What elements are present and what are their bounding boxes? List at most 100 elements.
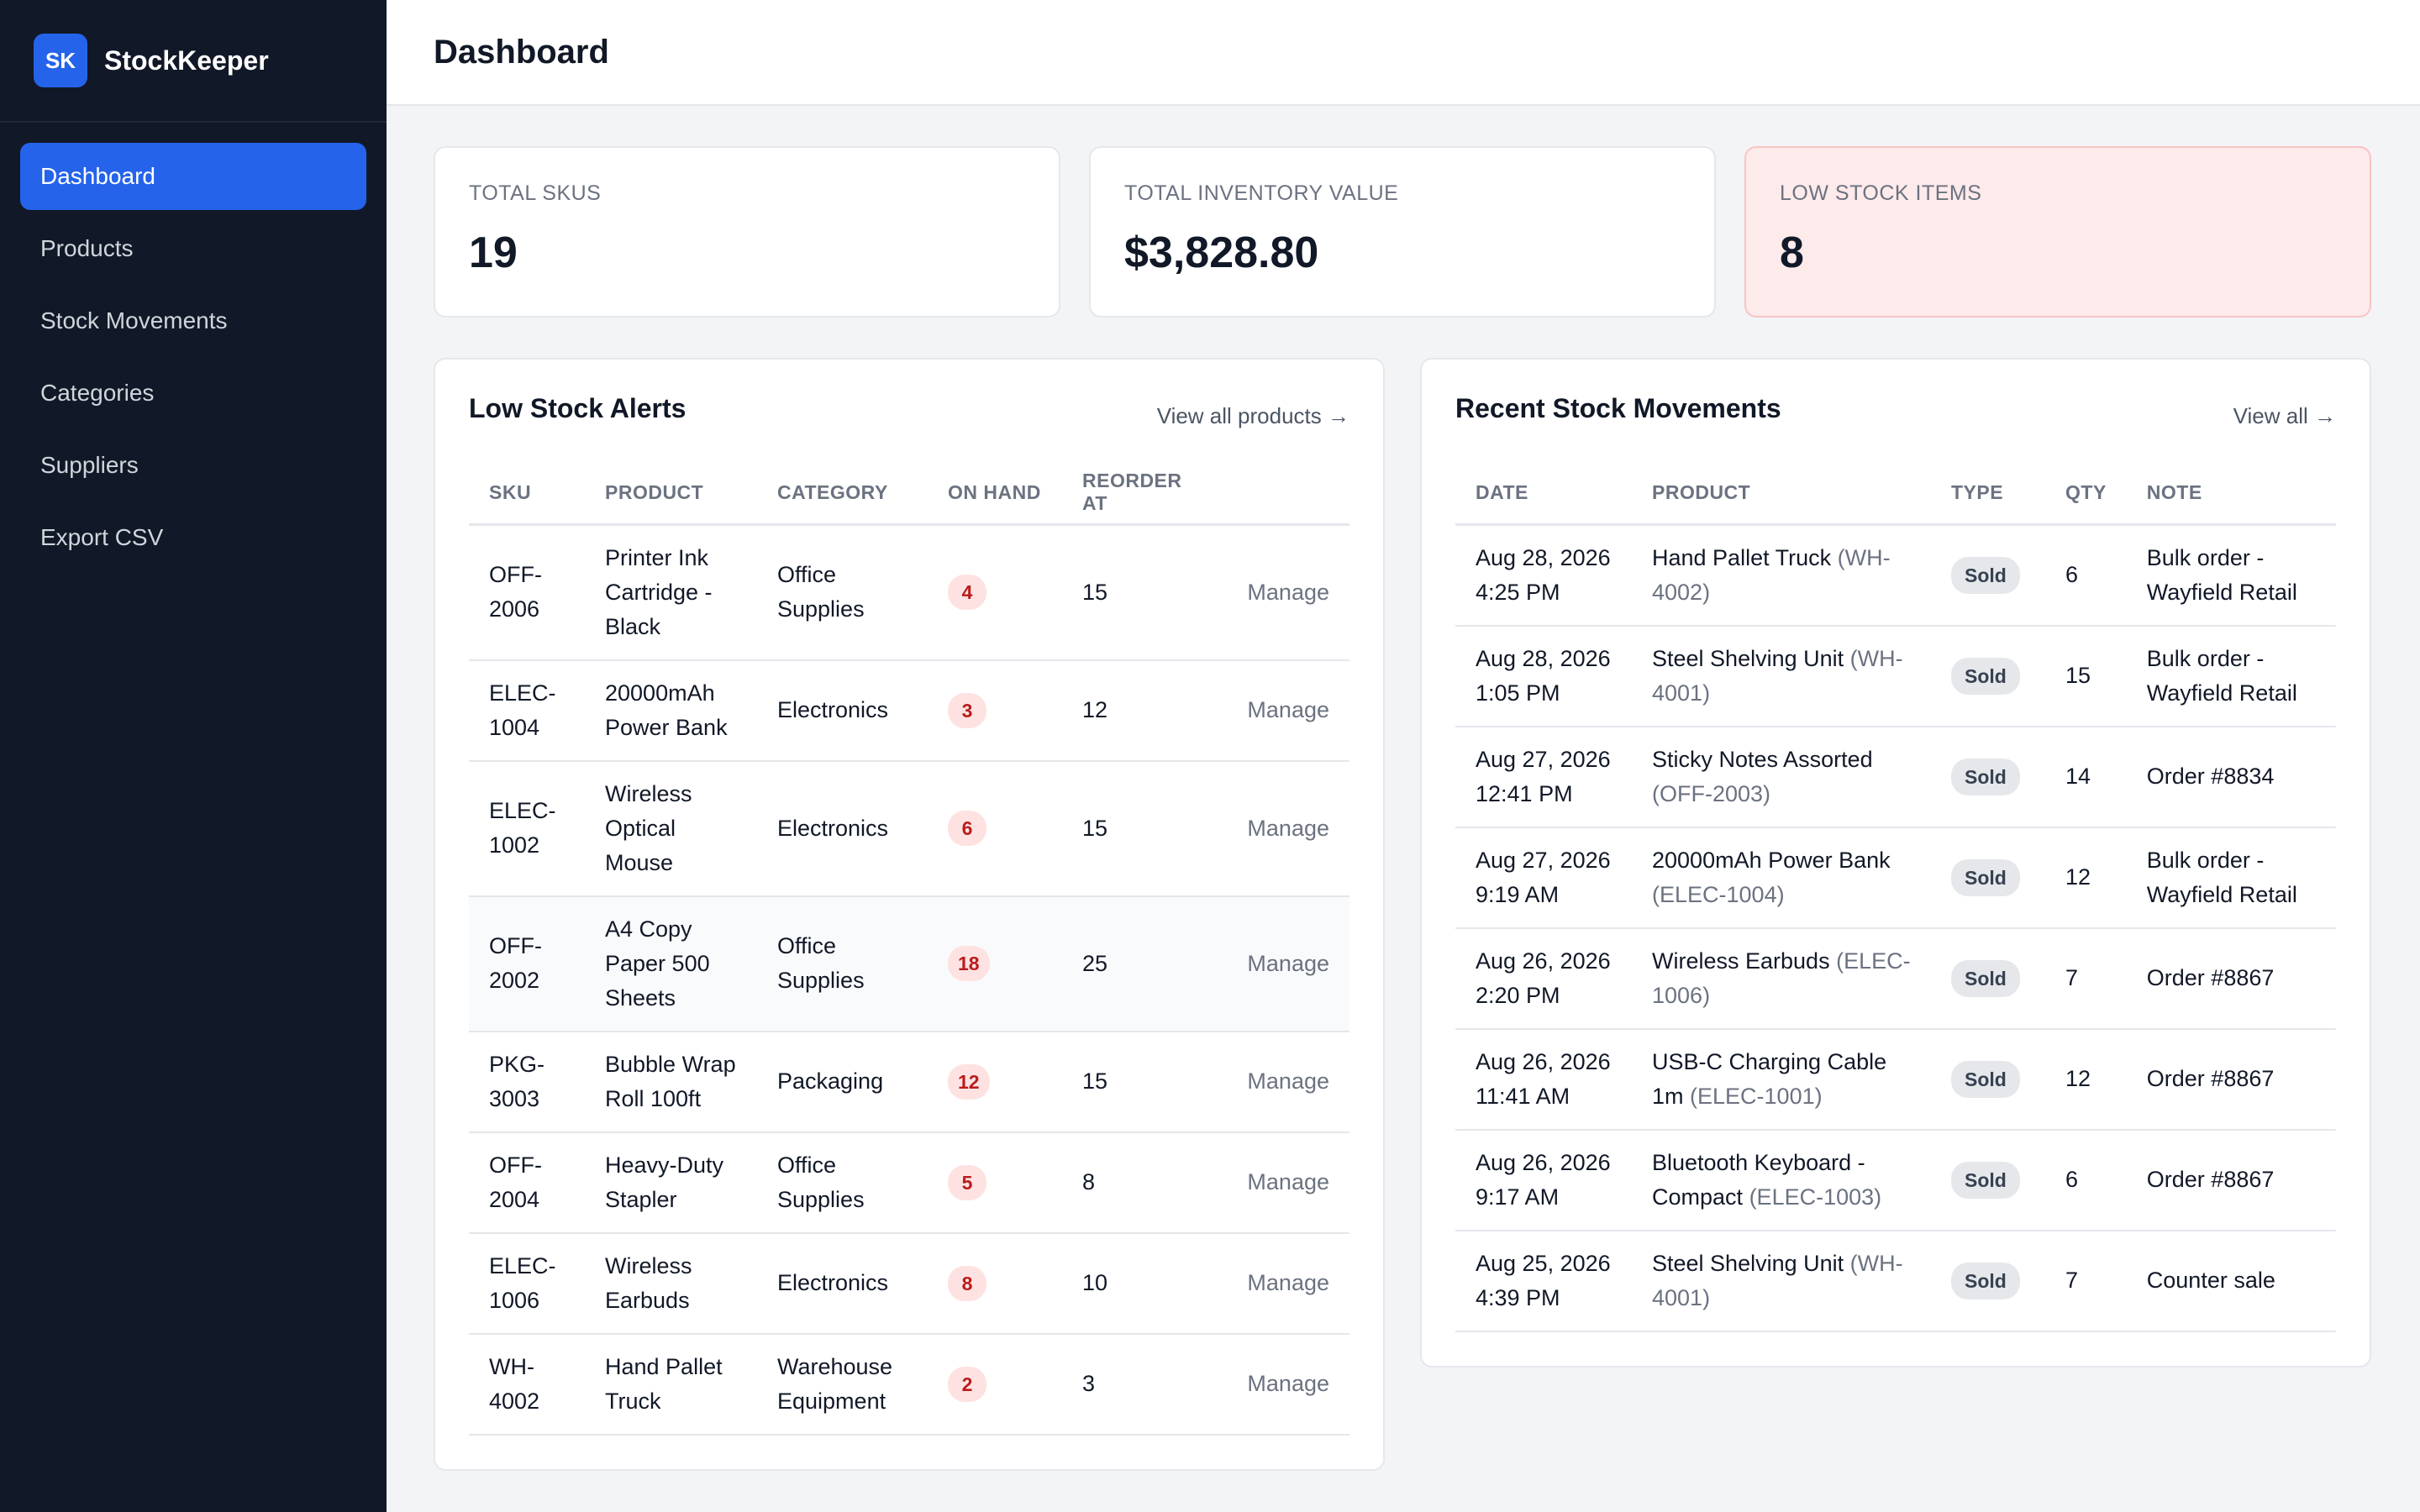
movements-panel: Recent Stock Movements View all → DATE P… (1420, 358, 2371, 1368)
on-hand-badge: 5 (948, 1164, 986, 1200)
note-cell: Bulk order - Wayfield Retail (2126, 625, 2336, 727)
product-sku: (OFF-2003) (1652, 780, 1771, 806)
sidebar-item-stock-movements[interactable]: Stock Movements (40, 307, 228, 333)
type-cell: Sold (1931, 625, 2045, 727)
brand-logo: SK (34, 34, 87, 87)
note-cell: Order #8867 (2126, 927, 2336, 1030)
view-all-products-link[interactable]: View all products → (1156, 403, 1349, 428)
product-cell: Hand Pallet Truck (WH-4002) (1632, 524, 1931, 627)
table-row: OFF-2004 Heavy-Duty Stapler Office Supplie… (469, 1131, 1349, 1234)
manage-link[interactable]: Manage (1222, 659, 1349, 762)
reorder-cell: 15 (1062, 760, 1222, 897)
stat-card-total-skus: TOTAL SKUS 19 (434, 146, 1060, 318)
manage-link[interactable]: Manage (1222, 524, 1349, 661)
on-hand-cell: 12 (928, 1031, 1062, 1133)
view-all-movements-link[interactable]: View all → (2233, 403, 2336, 428)
date-cell: Aug 26, 2026 2:20 PM (1455, 927, 1632, 1030)
sidebar-item-products[interactable]: Products (40, 235, 134, 261)
stat-value: 19 (469, 228, 518, 277)
product-cell: Wireless Earbuds (585, 1232, 757, 1335)
column-header: PRODUCT (1632, 462, 1931, 526)
sidebar-item-suppliers[interactable]: Suppliers (40, 452, 139, 478)
sidebar-item-categories[interactable]: Categories (40, 380, 155, 406)
sku-cell: PKG-3003 (469, 1031, 585, 1133)
product-cell: Steel Shelving Unit (WH-4001) (1632, 625, 1931, 727)
type-cell: Sold (1931, 1129, 2045, 1231)
manage-link[interactable]: Manage (1222, 760, 1349, 897)
category-cell: Electronics (757, 760, 928, 897)
on-hand-cell: 18 (928, 895, 1062, 1032)
product-cell: Heavy-Duty Stapler (585, 1131, 757, 1234)
sidebar-item-export-csv[interactable]: Export CSV (40, 524, 164, 550)
column-header: DATE (1455, 462, 1632, 526)
sku-cell: OFF-2002 (469, 895, 585, 1032)
qty-cell: 12 (2045, 827, 2127, 929)
table-row: Aug 26, 2026 11:41 AM USB-C Charging Cabl… (1455, 1028, 2336, 1131)
table-row: ELEC-1006 Wireless Earbuds Electronics 8 10 M… (469, 1232, 1349, 1335)
product-name: Wireless Earbuds (1652, 948, 1830, 974)
type-badge: Sold (1951, 556, 2020, 594)
qty-cell: 15 (2045, 625, 2127, 727)
stat-card-inventory-value: TOTAL INVENTORY VALUE $3,828.80 (1089, 146, 1716, 318)
topbar: Dashboard (387, 0, 2420, 106)
note-cell: Bulk order - Wayfield Retail (2126, 524, 2336, 627)
reorder-cell: 15 (1062, 1031, 1222, 1133)
product-sku: (WH-4001) (1652, 1250, 1903, 1310)
panel-header: Recent Stock Movements View all → (1455, 393, 2336, 462)
product-sku: (WH-4001) (1652, 645, 1903, 706)
manage-link[interactable]: Manage (1222, 1031, 1349, 1133)
qty-cell: 12 (2045, 1028, 2127, 1131)
qty-cell: 6 (2045, 524, 2127, 627)
type-cell: Sold (1931, 1028, 2045, 1131)
manage-link[interactable]: Manage (1222, 895, 1349, 1032)
on-hand-cell: 4 (928, 524, 1062, 661)
on-hand-badge: 6 (948, 811, 986, 846)
table-header-row: SKU PRODUCT CATEGORY ON HAND REORDER AT (469, 462, 1349, 526)
type-badge: Sold (1951, 858, 2020, 896)
stat-value: 8 (1780, 228, 1804, 277)
date-cell: Aug 27, 2026 12:41 PM (1455, 726, 1632, 828)
type-cell: Sold (1931, 1230, 2045, 1332)
product-name: Sticky Notes Assorted (1652, 746, 1873, 772)
category-cell: Office Supplies (757, 524, 928, 661)
product-name: Hand Pallet Truck (1652, 544, 1832, 570)
stats-row: TOTAL SKUS 19 TOTAL INVENTORY VALUE $3,8… (434, 146, 2371, 318)
column-header: PRODUCT (585, 462, 757, 526)
on-hand-badge: 12 (948, 1063, 990, 1100)
panel-title: Low Stock Alerts (469, 393, 687, 423)
note-cell: Order #8867 (2126, 1129, 2336, 1231)
column-header: REORDER AT (1062, 462, 1222, 526)
brand: SK StockKeeper (0, 0, 387, 123)
product-cell: 20000mAh Power Bank (585, 659, 757, 762)
column-header: SKU (469, 462, 585, 526)
table-row: OFF-2002 A4 Copy Paper 500 Sheets Office S… (469, 895, 1349, 1032)
stat-label: TOTAL INVENTORY VALUE (1124, 181, 1399, 205)
panels: Low Stock Alerts View all products → SKU… (434, 358, 2371, 1471)
manage-link[interactable]: Manage (1222, 1333, 1349, 1436)
product-cell: Hand Pallet Truck (585, 1333, 757, 1436)
manage-link[interactable]: Manage (1222, 1232, 1349, 1335)
product-cell: Wireless Optical Mouse (585, 760, 757, 897)
product-name: USB-C Charging Cable 1m (1652, 1048, 1887, 1109)
type-badge: Sold (1951, 959, 2020, 997)
on-hand-badge: 18 (948, 946, 990, 981)
sku-cell: ELEC-1006 (469, 1232, 585, 1335)
sku-cell: OFF-2006 (469, 524, 585, 661)
note-cell: Order #8834 (2126, 726, 2336, 828)
date-cell: Aug 28, 2026 1:05 PM (1455, 625, 1632, 727)
on-hand-cell: 6 (928, 760, 1062, 897)
stat-label: LOW STOCK ITEMS (1780, 181, 1982, 205)
on-hand-badge: 3 (948, 692, 986, 728)
product-cell: Sticky Notes Assorted (OFF-2003) (1632, 726, 1931, 828)
category-cell: Electronics (757, 1232, 928, 1335)
column-header: CATEGORY (757, 462, 928, 526)
date-cell: Aug 26, 2026 11:41 AM (1455, 1028, 1632, 1131)
content: TOTAL SKUS 19 TOTAL INVENTORY VALUE $3,8… (387, 106, 2420, 1471)
table-row: ELEC-1004 20000mAh Power Bank Electronics 3… (469, 659, 1349, 762)
table-row: OFF-2006 Printer Ink Cartridge - Black Off… (469, 524, 1349, 661)
sidebar-item-dashboard[interactable]: Dashboard (20, 143, 366, 210)
manage-link[interactable]: Manage (1222, 1131, 1349, 1234)
on-hand-badge: 4 (948, 575, 986, 610)
on-hand-badge: 2 (948, 1366, 986, 1402)
on-hand-cell: 2 (928, 1333, 1062, 1436)
